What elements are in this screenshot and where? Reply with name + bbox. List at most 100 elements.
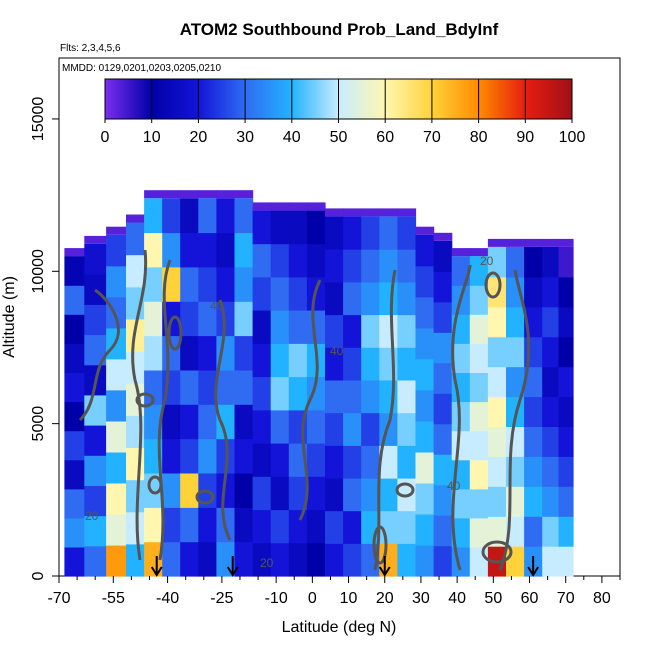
heatmap-cell (106, 389, 127, 422)
y-tick-label: 0 (30, 571, 47, 580)
heatmap-cell (198, 266, 217, 302)
heatmap-cell (216, 404, 236, 440)
heatmap-cell (325, 208, 344, 217)
heatmap-cell (198, 232, 217, 268)
heatmap-cell (198, 190, 217, 199)
heatmap-cell (306, 509, 326, 544)
heatmap-cell (379, 281, 398, 316)
heatmap-cell (106, 226, 127, 235)
heatmap-cell (64, 517, 85, 548)
x-tick-label: -25 (210, 590, 233, 607)
heatmap-cell (126, 447, 145, 481)
heatmap-cell (451, 343, 471, 373)
flight-arrow (527, 556, 539, 577)
heatmap-cell (216, 541, 236, 577)
heatmap-cell (106, 451, 127, 484)
heatmap-cell (126, 479, 145, 513)
heatmap-cell (415, 358, 435, 391)
heatmap-cell (558, 276, 574, 308)
arrow-layer (150, 556, 539, 577)
contour-line (157, 259, 172, 561)
y-tick-label: 5000 (30, 406, 47, 442)
heatmap-cell (64, 285, 85, 315)
heatmap-cell (524, 238, 543, 247)
heatmap-cell (270, 443, 290, 477)
x-tick-label: 10 (340, 590, 358, 607)
contour-label: 40 (210, 299, 224, 313)
contour-line (78, 288, 120, 422)
heatmap-cell (252, 376, 272, 411)
heatmap-cell (487, 336, 507, 368)
heatmap-cell (234, 404, 254, 440)
heatmap-cell (397, 314, 417, 348)
heatmap-cell (234, 473, 254, 508)
y-axis: 0 5000 10000 15000 (30, 97, 59, 580)
heatmap-cell (361, 281, 380, 316)
heatmap-cell (451, 517, 471, 548)
heatmap-cell (270, 343, 290, 378)
heatmap-cell (415, 451, 435, 484)
heatmap-cell (542, 238, 560, 247)
contour-line (214, 299, 232, 541)
contour-line (395, 482, 415, 498)
heatmap-cell (144, 301, 163, 337)
heatmap-cell (84, 243, 107, 275)
heatmap-cell (252, 202, 272, 211)
heatmap-cell (487, 516, 507, 547)
heatmap-cell (433, 362, 453, 394)
heatmap-cell (469, 343, 489, 373)
heatmap-cell (288, 276, 308, 311)
heatmap-cell (162, 335, 181, 371)
heatmap-cell (64, 248, 85, 257)
heatmap-cell (288, 310, 308, 344)
heatmap-cell (64, 256, 85, 286)
heatmap-cell (397, 445, 417, 479)
heatmap-cell (343, 543, 362, 577)
heatmap-cell (270, 476, 290, 511)
heatmap-cell (433, 332, 453, 364)
heatmap-cell (162, 507, 181, 543)
heatmap-cell (252, 210, 272, 245)
heatmap-cell (558, 456, 574, 487)
heatmap-cell (558, 546, 574, 577)
heatmap-cell (180, 335, 199, 371)
heatmap-cell (64, 343, 85, 373)
heatmap-cell (558, 516, 574, 547)
heatmap-cell (524, 456, 543, 487)
heatmap-cell (325, 314, 344, 348)
heatmap-cell (343, 445, 362, 479)
heatmap-cell (84, 515, 107, 547)
heatmap-cell (343, 249, 362, 283)
heatmap-cell (506, 276, 525, 308)
heatmap-cell (451, 430, 471, 461)
x-tick-label: 80 (593, 590, 611, 607)
heatmap-cell (542, 306, 560, 338)
heatmap-cell (433, 545, 453, 577)
colorbar-tick-label: 20 (190, 129, 208, 146)
heatmap-cell (469, 546, 489, 577)
heatmap-cell (469, 248, 489, 257)
heatmap-cell (162, 232, 181, 268)
x-tick-label: -70 (47, 590, 70, 607)
heatmap-cell (524, 516, 543, 547)
colorbar-tick-label: 60 (376, 129, 394, 146)
contour-line (451, 264, 472, 571)
contour-line (195, 489, 215, 505)
x-tick-label: -55 (102, 590, 125, 607)
heatmap-cell (325, 477, 344, 512)
heatmap-cell (361, 445, 380, 479)
heatmap-cell (542, 366, 560, 398)
heatmap-cell (270, 310, 290, 344)
heatmap-cell (433, 232, 453, 241)
heatmap-cell (361, 347, 380, 381)
heatmap-cell (542, 456, 560, 487)
heatmap-cell (397, 281, 417, 316)
heatmap-cell (64, 488, 85, 519)
heatmap-cell (343, 216, 362, 250)
heatmap-cell (542, 546, 560, 577)
heatmap-cell (415, 296, 435, 329)
heatmap-cell (397, 412, 417, 446)
heatmap-cell (270, 210, 290, 245)
heatmap-cell (270, 202, 290, 211)
heatmap-cell (558, 486, 574, 517)
